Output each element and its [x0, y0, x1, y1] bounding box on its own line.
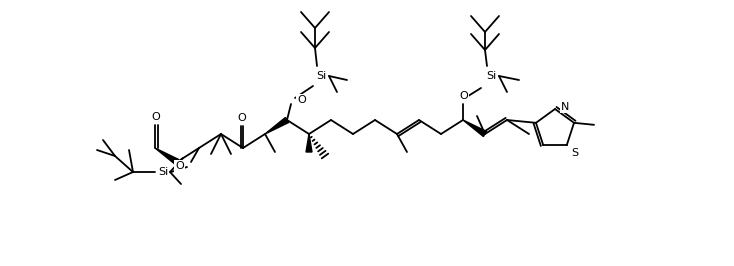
- Polygon shape: [463, 120, 487, 136]
- Polygon shape: [155, 148, 178, 165]
- Text: Si: Si: [486, 71, 496, 81]
- Text: O: O: [175, 161, 184, 171]
- Text: N: N: [561, 102, 570, 112]
- Polygon shape: [265, 118, 288, 134]
- Text: O: O: [238, 113, 247, 123]
- Text: Si: Si: [158, 167, 168, 177]
- Text: O: O: [152, 112, 160, 122]
- Text: S: S: [571, 148, 578, 158]
- Text: O: O: [297, 95, 306, 105]
- Polygon shape: [306, 134, 312, 152]
- Text: Si: Si: [316, 71, 326, 81]
- Text: O: O: [459, 91, 468, 101]
